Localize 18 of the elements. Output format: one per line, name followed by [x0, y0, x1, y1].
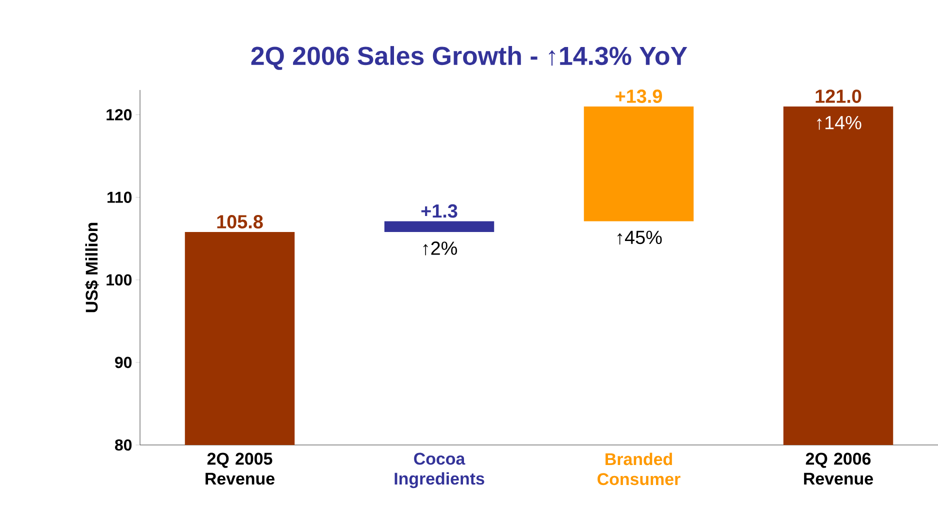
chart-title: 2Q 2006 Sales Growth - ↑14.3% YoY: [251, 46, 688, 70]
annotation: ↑2%: [423, 242, 457, 256]
y-axis-title: US$ Million: [84, 222, 99, 312]
y-tick-label: 120: [106, 109, 132, 120]
x-tick-label: Branded Consumer: [598, 452, 680, 486]
y-tick-label: 100: [106, 274, 132, 286]
data-label: +13.9: [616, 90, 662, 103]
x-tick-label: 2Q 2005 Revenue: [206, 452, 274, 485]
data-label: 121.0: [816, 90, 862, 103]
x-tick-label: 2Q 2006 Revenue: [804, 452, 873, 485]
y-tick-label: 90: [115, 356, 132, 368]
data-label: +1.3: [421, 204, 458, 218]
y-tick-label: 110: [108, 192, 132, 203]
annotation: ↑14%: [817, 116, 862, 130]
y-tick-label: 80: [115, 439, 132, 451]
annotation: ↑45%: [618, 230, 662, 244]
x-tick-label: Cocoa Ingredients: [394, 452, 484, 488]
data-label: 105.8: [217, 215, 263, 228]
